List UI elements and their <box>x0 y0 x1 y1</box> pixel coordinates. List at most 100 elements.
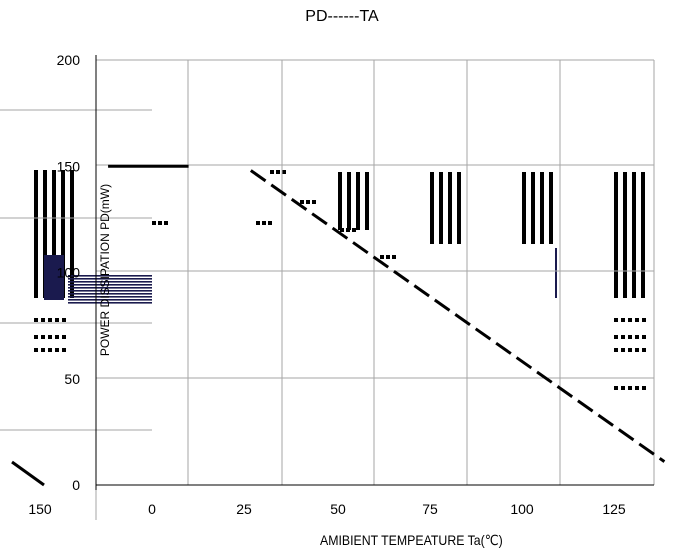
artifact-dot <box>48 348 52 352</box>
artifact-dot <box>152 221 156 225</box>
artifact-dot <box>621 348 625 352</box>
y-tick-labels: 0 50 100 150 200 <box>57 52 81 493</box>
artifact-stripe <box>68 287 152 289</box>
artifact-dot <box>34 318 38 322</box>
artifact-dot <box>41 335 45 339</box>
artifact-bar <box>522 172 526 244</box>
artifact-dot <box>164 221 168 225</box>
x-tick-label: 50 <box>330 501 346 517</box>
artifact-bar <box>540 172 544 244</box>
y-tick-label: 50 <box>64 371 80 387</box>
artifact-stripe <box>68 302 152 304</box>
artifact-dot <box>642 335 646 339</box>
artifact-bar <box>43 170 47 298</box>
artifact-dot <box>614 386 618 390</box>
artifact-bar <box>52 170 56 298</box>
artifact-bar <box>641 172 645 298</box>
artifact-dot <box>635 386 639 390</box>
chart-series <box>108 164 666 463</box>
artifact-dot <box>62 348 66 352</box>
chart-axes <box>95 55 654 490</box>
x-tick-label: 100 <box>510 501 534 517</box>
artifact-dot <box>312 200 316 204</box>
y-tick-label: 150 <box>57 158 81 174</box>
artifact-dot <box>614 318 618 322</box>
y-tick-label: 100 <box>57 265 81 281</box>
artifact-dot <box>340 228 344 232</box>
artifact-dot <box>55 335 59 339</box>
artifact-dot <box>48 335 52 339</box>
artifact-bar <box>365 172 369 230</box>
artifact-dot <box>55 348 59 352</box>
artifact-stripe <box>68 275 152 277</box>
artifact-dot <box>300 200 304 204</box>
artifact-bar <box>70 170 74 298</box>
artifact-bar <box>34 170 38 298</box>
artifact-dot <box>55 318 59 322</box>
artifact-dot <box>34 348 38 352</box>
artifact-bar <box>632 172 636 298</box>
artifact-dot <box>621 386 625 390</box>
artifact-bar <box>614 172 618 298</box>
x-tick-label: 25 <box>236 501 252 517</box>
artifact-bar <box>457 172 461 244</box>
x-tick-label: 0 <box>148 501 156 517</box>
artifact-dot <box>635 348 639 352</box>
artifact-block <box>44 255 64 300</box>
artifact-stripe <box>68 290 152 292</box>
artifact-dot <box>628 318 632 322</box>
artifact-dot <box>621 335 625 339</box>
artifact-dot <box>386 255 390 259</box>
x-axis-label: AMIBIENT TEMPEATURE Ta(℃) <box>320 532 503 548</box>
artifact-dot <box>262 221 266 225</box>
artifact-dot <box>642 318 646 322</box>
artifact-dot <box>628 386 632 390</box>
artifact-dot <box>614 335 618 339</box>
artifact-dot <box>282 170 286 174</box>
artifact-dot <box>642 348 646 352</box>
artifact-dot <box>352 228 356 232</box>
y-axis-label: POWER DISSIPATION PD(mW) <box>98 183 112 357</box>
artifact-dot <box>635 335 639 339</box>
artifact-dot <box>392 255 396 259</box>
artifact-dot <box>158 221 162 225</box>
artifact-dot <box>276 170 280 174</box>
artifact-dot <box>256 221 260 225</box>
artifact-bar <box>448 172 452 244</box>
artifact-dot <box>635 318 639 322</box>
artifact-bar <box>61 170 65 298</box>
artifact-dot <box>268 221 272 225</box>
artifact-dot <box>48 318 52 322</box>
artifact-dot <box>41 348 45 352</box>
artifact-dot <box>34 335 38 339</box>
artifact-dot <box>306 200 310 204</box>
artifact-dot <box>380 255 384 259</box>
artifact-bar <box>347 172 351 230</box>
artifact-stripe <box>68 284 152 286</box>
artifact-stripe <box>68 278 152 280</box>
artifact-bar <box>623 172 627 298</box>
x-tick-labels: 150 0 25 50 75 100 125 <box>28 501 626 517</box>
artifact-dot <box>41 318 45 322</box>
artifact-dot <box>270 170 274 174</box>
artifact-dot <box>628 335 632 339</box>
artifact-bar <box>338 172 342 230</box>
artifact-stripe <box>68 293 152 295</box>
artifact-dot <box>621 318 625 322</box>
y-tick-label: 200 <box>57 52 81 68</box>
x-tick-label: 75 <box>422 501 438 517</box>
artifact-dot <box>346 228 350 232</box>
scan-artifacts <box>11 170 646 487</box>
artifact-bar <box>549 172 553 244</box>
artifact-bar <box>430 172 434 244</box>
artifact-bar <box>356 172 360 230</box>
artifact-stripe <box>68 299 152 301</box>
artifact-dot <box>642 386 646 390</box>
artifact-dot <box>62 335 66 339</box>
x-tick-label: 150 <box>28 501 52 517</box>
artifact-bar <box>531 172 535 244</box>
artifact-dot <box>62 318 66 322</box>
artifact-dot <box>614 348 618 352</box>
artifact-stripe <box>68 296 152 298</box>
